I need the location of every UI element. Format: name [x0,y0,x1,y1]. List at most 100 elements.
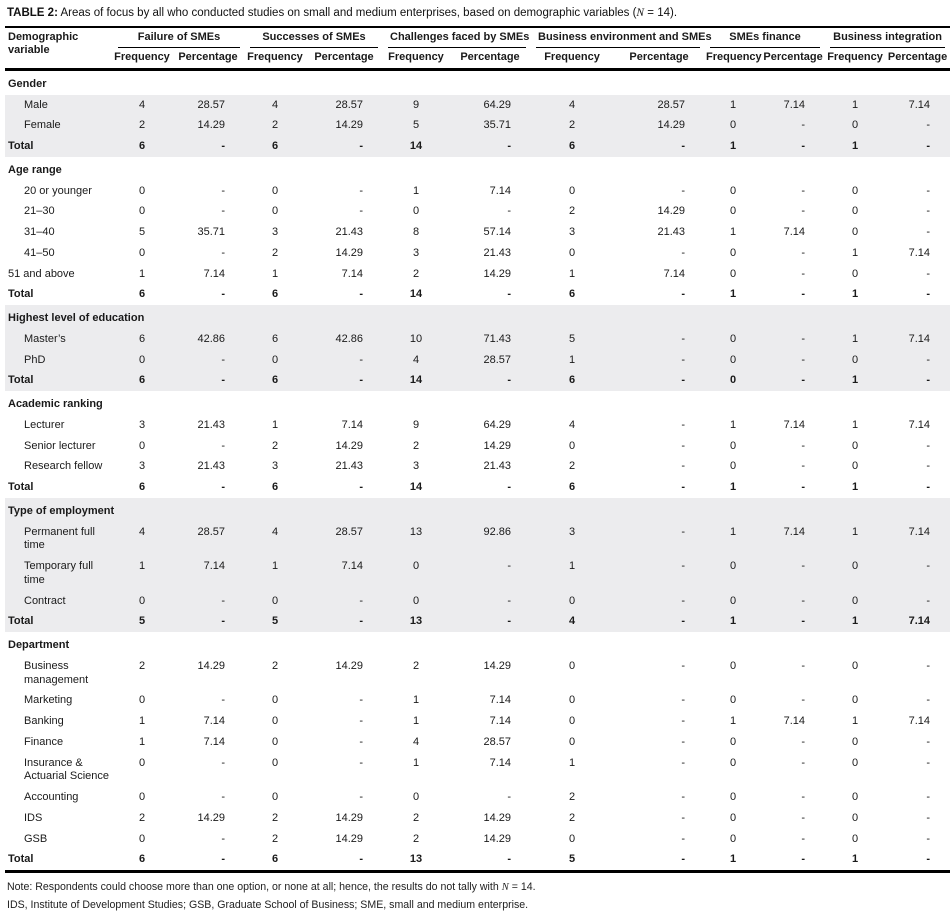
percentage-cell: 7.14 [783,715,806,728]
percentage-cell: 7.14 [908,418,931,431]
column-group-failure-of-smes: Failure of SMEs [113,27,245,48]
percentage-cell: 7.14 [885,611,951,633]
percentage-cell: 57.14 [483,226,512,239]
frequency-cell: 0 [383,556,449,591]
frequency-cell: 0 [245,349,305,371]
percentage-cell: - [681,811,686,824]
column-group-smes-finance: SMEs finance [705,27,825,48]
percentage-cell: - [171,590,245,612]
percentage-cell: - [801,756,806,769]
row-label: Master’s [5,328,113,350]
frequency-cell: 1 [705,136,762,157]
percentage-cell: - [761,849,826,874]
percentage-cell: - [221,246,225,259]
percentage-cell: - [801,481,806,494]
frequency-cell: 1 [825,328,886,350]
frequency-cell: 0 [851,756,859,769]
percentage-cell: - [305,136,383,157]
percentage-cell: - [449,849,532,874]
percentage-cell: 7.14 [885,328,951,350]
percentage-cell: - [885,136,951,157]
data-row: Temporary full time 1 7.14 1 7.14 0-1-0-0- [5,556,951,591]
frequency-cell: 6 [138,481,146,494]
frequency-cell: 2 [138,659,146,672]
row-label: Accounting [24,791,79,804]
frequency-cell: 6 [531,136,614,157]
percentage-cell: 64.29 [483,418,512,431]
frequency-cell: 14 [383,370,449,392]
frequency-cell: 1 [851,481,859,494]
frequency-cell: 0 [138,791,146,804]
column-header-percentage: Percentage [171,47,245,71]
frequency-cell: 0 [568,246,576,259]
percentage-cell: 7.14 [305,556,383,591]
frequency-cell: 4 [531,94,614,116]
percentage-cell: - [926,694,931,707]
total-row: Total 6 - 6 - 14 - 6 - 1 - 1 - [5,284,950,305]
frequency-cell: 0 [705,115,762,137]
frequency-cell: 3 [531,521,614,557]
percentage-cell: - [507,288,512,301]
percentage-cell: - [761,349,826,371]
frequency-cell: 2 [138,811,146,824]
percentage-cell: - [613,521,706,557]
percentage-cell: - [681,246,686,259]
frequency-cell: 0 [705,370,762,392]
frequency-cell: 3 [271,460,279,473]
frequency-cell: 4 [568,418,576,431]
table-body: Gender Male 4 28.57 4 28.57 9 64.29 4 28.57 1 7.14 1… [5,69,951,874]
data-row: Banking 1 7.14 0 - 1 7.14 0 - 1 7.14 1 7.14 [5,711,950,732]
row-label: Total [5,849,113,874]
percentage-cell: 14.29 [305,115,383,137]
frequency-cell: 2 [412,267,420,280]
total-row: Total 5-5-13-4-1-1 7.14 [5,611,951,633]
row-label: Temporary full time [5,556,113,591]
frequency-cell: 1 [825,136,886,157]
frequency-cell: 14 [383,136,449,157]
frequency-cell: 0 [729,460,737,473]
frequency-cell: 6 [245,849,305,874]
percentage-cell: 42.86 [305,328,383,350]
frequency-cell: 2 [412,439,420,452]
frequency-cell: 6 [271,288,279,301]
percentage-cell: - [926,184,931,197]
percentage-cell: - [221,288,225,301]
frequency-cell: 0 [138,832,146,845]
percentage-cell: 14.29 [335,659,363,672]
frequency-cell: 9 [412,418,420,431]
frequency-cell: 4 [113,521,171,557]
percentage-cell: 7.14 [489,715,512,728]
column-group-challenges: Challenges faced by SMEs [383,27,531,48]
frequency-cell: 0 [568,659,576,672]
percentage-cell: 28.57 [305,521,383,557]
percentage-cell: 7.14 [341,418,363,431]
frequency-cell: 1 [729,481,737,494]
percentage-cell: - [681,791,686,804]
row-label: Insurance & Actuarial Science [24,756,109,783]
frequency-cell: 0 [705,556,762,591]
percentage-cell: 14.29 [483,267,512,280]
frequency-cell: 0 [851,659,859,672]
percentage-cell: - [613,590,706,612]
data-row: Female 2 14.29 2 14.29 5 35.71 2 14.29 0-0- [5,115,951,137]
row-label: Banking [24,715,64,728]
percentage-cell: - [681,184,686,197]
percentage-cell: - [507,791,512,804]
data-row: Master’s 6 42.86 6 42.86 10 71.43 5-0-1 7.14 [5,328,951,350]
percentage-cell: 7.14 [783,226,806,239]
frequency-cell: 0 [851,832,859,845]
frequency-cell: 0 [729,735,737,748]
frequency-cell: 0 [138,246,146,259]
frequency-cell: 1 [138,735,146,748]
frequency-cell: 5 [531,328,614,350]
frequency-cell: 0 [851,735,859,748]
section-header-filler [113,632,950,656]
percentage-cell: 7.14 [908,246,931,259]
frequency-cell: 6 [531,370,614,392]
row-label: Research fellow [24,460,103,473]
data-row: Marketing 0 - 0 - 1 7.14 0 - 0 - 0 - [5,690,950,711]
data-row: Accounting 0 - 0 - 0 - 2 - 0 - 0 - [5,787,950,808]
frequency-cell: 1 [412,694,420,707]
frequency-cell: 1 [825,611,886,633]
column-header-frequency: Frequency [705,47,762,71]
